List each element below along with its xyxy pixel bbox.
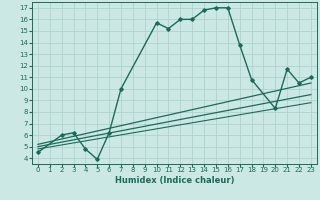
X-axis label: Humidex (Indice chaleur): Humidex (Indice chaleur)	[115, 176, 234, 185]
